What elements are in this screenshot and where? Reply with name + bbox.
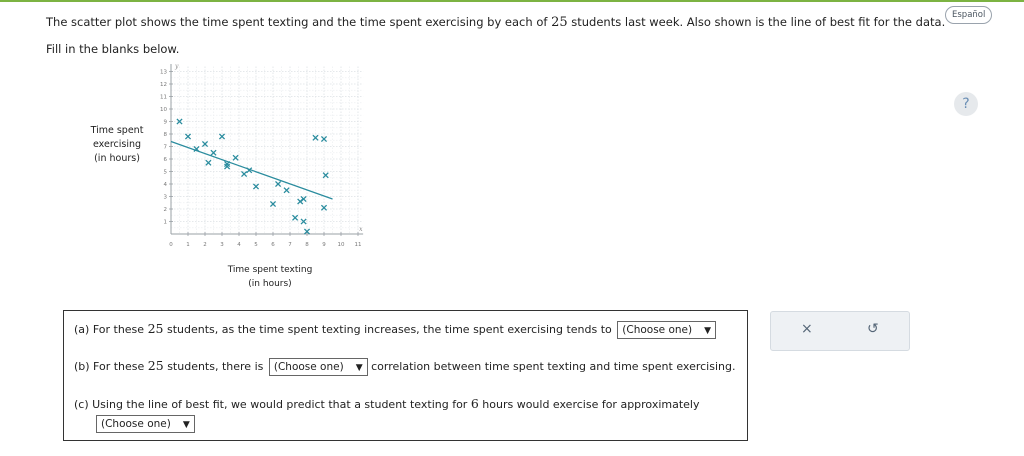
data-point (283, 187, 290, 194)
data-point (275, 180, 282, 188)
y-tick-label: 1 (164, 220, 168, 226)
data-point (252, 183, 260, 190)
x-tick-label: 0 (169, 242, 173, 248)
x-tick-label: 6 (271, 242, 275, 248)
x-tick-label: 2 (203, 242, 207, 248)
answer-c-dropdown[interactable]: (Choose one) ▼ (96, 415, 195, 433)
x-tick-label: 8 (305, 242, 309, 248)
dropdown-arrow-icon: ▼ (355, 363, 363, 373)
help-icon[interactable]: ? (954, 92, 978, 116)
data-point (176, 118, 183, 125)
data-point (312, 134, 319, 141)
data-point (320, 135, 328, 143)
x-tick-label: 7 (288, 242, 292, 248)
data-point (246, 167, 253, 174)
x-axis-label-line-2: (in hours) (248, 279, 292, 289)
data-point (292, 214, 299, 221)
x-tick-label: 4 (237, 242, 241, 248)
x-tick-label: 3 (220, 242, 224, 248)
y-axis-label-line-2: exercising (92, 139, 142, 150)
data-point (224, 160, 231, 168)
y-tick-label: 7 (164, 145, 168, 151)
data-point (300, 195, 307, 203)
data-point (303, 228, 311, 235)
x-tick-label: 9 (322, 242, 326, 248)
question-panel: (a) For these 25 students, as the time s… (63, 310, 748, 441)
x-axis-label-line-1: Time spent texting (227, 265, 313, 275)
problem-statement: The scatter plot shows the time spent te… (46, 15, 946, 30)
answer-tools: × ↺ (770, 311, 910, 351)
y-tick-label: 9 (164, 120, 168, 126)
data-point (218, 133, 226, 140)
y-tick-label: 11 (160, 95, 167, 101)
instruction-text: Fill in the blanks below. (46, 42, 180, 56)
data-point (201, 140, 209, 148)
x-tick-label: 1 (186, 242, 190, 248)
x-tick-label: 5 (254, 242, 258, 248)
undo-icon[interactable]: ↺ (867, 321, 879, 337)
data-point (210, 149, 217, 156)
question-c-answer: (Choose one) ▼ (94, 415, 195, 433)
question-c: (c) Using the line of best fit, we would… (74, 396, 700, 411)
data-point (184, 133, 192, 140)
top-accent-line (0, 0, 1024, 2)
data-point (322, 172, 329, 179)
y-axis-name: y (174, 64, 179, 70)
y-tick-label: 8 (164, 132, 168, 138)
data-point (320, 204, 328, 211)
y-tick-label: 4 (164, 182, 168, 188)
y-tick-label: 6 (164, 157, 168, 163)
language-toggle-button[interactable]: Español (945, 6, 993, 24)
clear-icon[interactable]: × (801, 321, 813, 337)
data-point (269, 200, 277, 208)
y-tick-label: 13 (160, 70, 167, 76)
y-axis-label-line-3: (in hours) (94, 153, 140, 164)
dropdown-arrow-icon: ▼ (182, 420, 190, 430)
data-point (232, 154, 239, 161)
y-tick-label: 10 (160, 107, 167, 113)
x-axis-label: Time spent texting (in hours) (220, 263, 320, 291)
data-point (205, 159, 212, 166)
question-a: (a) For these 25 students, as the time s… (74, 321, 717, 339)
y-tick-label: 5 (164, 170, 168, 176)
data-point (224, 163, 231, 170)
data-point (300, 218, 307, 225)
y-axis-label-line-1: Time spent (90, 125, 144, 136)
y-tick-label: 3 (164, 195, 168, 201)
dropdown-arrow-icon: ▼ (704, 326, 712, 336)
y-tick-label: 12 (160, 82, 167, 88)
question-b: (b) For these 25 students, there is (Cho… (74, 358, 735, 376)
x-axis-name: x (359, 226, 363, 233)
answer-a-dropdown[interactable]: (Choose one) ▼ (617, 321, 717, 339)
x-tick-label: 10 (338, 242, 345, 248)
data-point (241, 170, 248, 178)
answer-b-dropdown[interactable]: (Choose one) ▼ (268, 358, 368, 376)
x-tick-label: 11 (355, 242, 362, 248)
y-axis-label: Time spent exercising (in hours) (82, 124, 152, 166)
data-point (193, 145, 200, 153)
y-tick-label: 2 (164, 207, 168, 213)
